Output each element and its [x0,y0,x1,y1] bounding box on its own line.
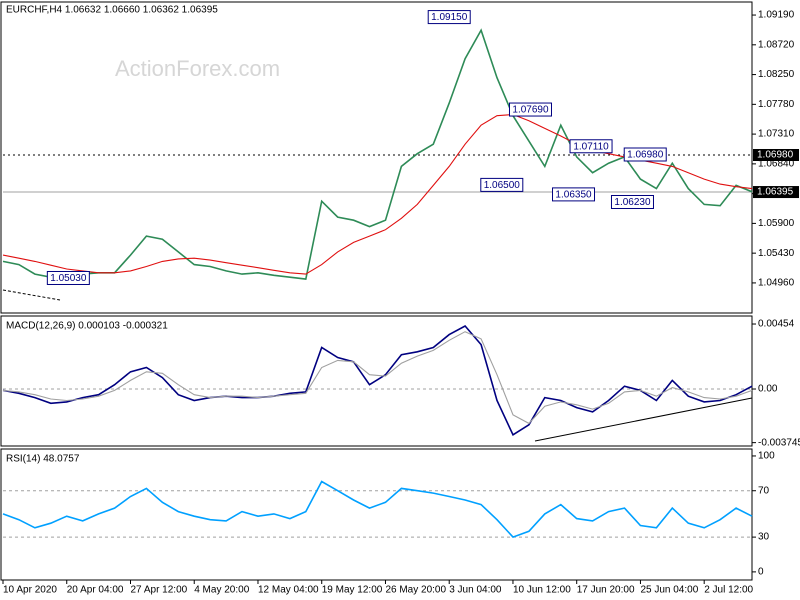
value-box [569,139,613,154]
price-tag [753,148,799,161]
value-box [480,177,524,192]
x-tick-label: 17 Jun 20:00 [577,585,635,596]
x-tick-label: 27 Apr 12:00 [130,585,187,596]
x-tick-label: 10 Jun 12:00 [513,585,571,596]
series-line [2,480,753,539]
y-tick-label: 1.09190 [758,10,795,21]
y-tick-label: 30 [758,532,770,543]
value-box [552,187,596,202]
macd-title: MACD(12,26,9) 0.000103 -0.000321 [6,321,168,332]
x-tick-label: 12 May 04:00 [258,585,319,596]
price-tag-label: 1.06980 [757,150,794,161]
value-box-label: 1.05030 [50,273,87,284]
y-tick-label: 1.05430 [758,248,795,259]
rsi-title: RSI(14) 48.0757 [6,454,80,465]
y-tick-label: 1.04960 [758,278,795,289]
macd-panel [0,315,753,447]
value-box-label: 1.06230 [614,197,651,208]
y-tick-label: 1.07780 [758,99,795,110]
chart-title: EURCHF,H4 1.06632 1.06660 1.06362 1.0639… [6,5,218,16]
series-line [2,331,753,425]
x-tick-label: 26 May 20:00 [385,585,446,596]
value-box [610,194,654,209]
rsi-panel [0,448,753,581]
y-tick-label: 1.06840 [758,159,795,170]
y-tick-label: 0.00454 [758,319,795,330]
value-box [46,270,90,285]
x-tick-label: 2 Jul 12:00 [704,585,753,596]
y-tick-label: -0.003745 [758,437,800,448]
x-tick-label: 3 Jun 04:00 [449,585,502,596]
value-box-label: 1.07110 [573,141,609,152]
y-tick-label: 100 [758,451,775,462]
value-box-label: 1.06350 [555,190,592,201]
x-tick-label: 10 Apr 2020 [3,585,57,596]
trend-line [534,397,753,442]
y-tick-label: 1.08250 [758,69,795,80]
y-tick-label: 1.05900 [758,218,795,229]
watermark: ActionForex.com [115,56,280,81]
y-tick-label: 0.00 [758,384,778,395]
x-tick-label: 19 May 12:00 [322,585,383,596]
value-box [508,102,552,117]
value-box-label: 1.06980 [627,150,664,161]
y-tick-label: 1.07310 [758,129,795,140]
y-tick-label: 70 [758,485,770,496]
x-tick-label: 4 May 20:00 [194,585,249,596]
value-box-label: 1.09150 [431,12,468,23]
y-tick-label: 1.08720 [758,39,795,50]
y-tick-label: 0 [758,567,764,578]
value-box [427,10,471,25]
value-box-label: 1.06500 [484,180,521,191]
value-box-label: 1.07690 [512,105,549,116]
price-tag-label: 1.06395 [757,187,794,198]
series-line [2,324,753,436]
main-panel [0,1,753,314]
price-tag [753,186,799,199]
value-box [623,147,667,162]
x-tick-label: 25 Jun 04:00 [640,585,698,596]
x-tick-label: 20 Apr 04:00 [67,585,124,596]
